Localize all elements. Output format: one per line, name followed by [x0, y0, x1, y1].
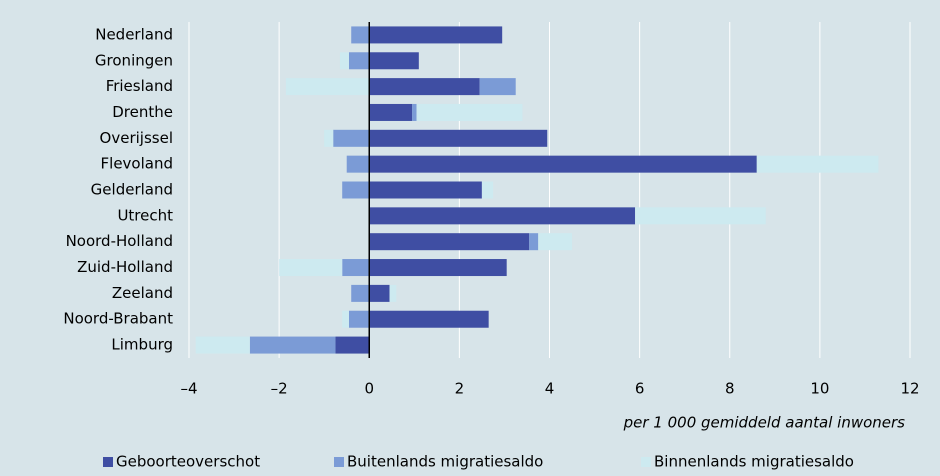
bar	[479, 78, 516, 96]
bar	[369, 26, 503, 44]
bar	[369, 155, 757, 173]
bar	[195, 336, 250, 354]
bar	[342, 310, 349, 328]
y-tick-label: Drenthe	[112, 103, 173, 121]
bar	[348, 52, 370, 70]
bar	[369, 181, 482, 199]
y-tick-label: Noord-Brabant	[63, 310, 173, 328]
legend-label: Buitenlands migratiesaldo	[347, 453, 543, 471]
bar	[481, 181, 494, 199]
bar	[285, 78, 370, 96]
y-tick-label: Utrecht	[117, 206, 173, 224]
y-tick-label: Gelderland	[91, 181, 173, 199]
bar	[369, 207, 636, 225]
y-tick-label: Friesland	[106, 77, 173, 95]
bar	[335, 336, 370, 354]
bar	[369, 129, 548, 147]
legend-swatch	[641, 457, 651, 467]
bar	[351, 284, 370, 302]
x-tick-label: 8	[725, 380, 735, 398]
legend-swatch	[103, 457, 113, 467]
x-tick-label: 10	[810, 380, 829, 398]
y-tick-label: Zeeland	[112, 284, 173, 302]
bar	[369, 103, 413, 121]
x-tick-label: 4	[545, 380, 555, 398]
bar	[351, 26, 370, 44]
bar	[369, 310, 489, 328]
bar	[756, 155, 879, 173]
bar	[416, 103, 523, 121]
bar	[369, 284, 390, 302]
bar	[346, 155, 370, 173]
bar	[529, 233, 539, 251]
legend-swatch	[334, 457, 344, 467]
y-tick-label: Flevoland	[101, 155, 173, 173]
x-tick-label: –2	[271, 380, 288, 398]
x-tick-label: 12	[900, 380, 919, 398]
bar	[333, 129, 370, 147]
bar	[279, 259, 343, 277]
x-tick-label: 6	[635, 380, 645, 398]
legend-label: Binnenlands migratiesaldo	[654, 453, 854, 471]
bar	[412, 103, 417, 121]
bar	[369, 233, 530, 251]
bar	[635, 207, 766, 225]
bar	[389, 284, 397, 302]
x-tick-label: –4	[180, 380, 197, 398]
bar	[369, 52, 419, 70]
y-tick-label: Groningen	[95, 51, 173, 69]
x-tick-label: 0	[364, 380, 374, 398]
legend-label: Geboorteoverschot	[116, 453, 260, 471]
bar	[339, 52, 349, 70]
bar	[249, 336, 336, 354]
bar	[348, 310, 370, 328]
bar	[342, 181, 370, 199]
y-tick-label: Overijssel	[100, 129, 173, 147]
y-tick-label: Nederland	[95, 25, 173, 43]
bar	[369, 259, 507, 277]
bar	[538, 233, 573, 251]
y-tick-label: Limburg	[111, 336, 173, 354]
x-tick-label: 2	[455, 380, 465, 398]
y-tick-label: Noord-Holland	[66, 232, 173, 250]
y-tick-label: Zuid-Holland	[77, 258, 173, 276]
bar	[324, 129, 334, 147]
bar	[342, 259, 370, 277]
bar	[369, 78, 480, 96]
x-axis-label: per 1 000 gemiddeld aantal inwoners	[623, 414, 906, 432]
